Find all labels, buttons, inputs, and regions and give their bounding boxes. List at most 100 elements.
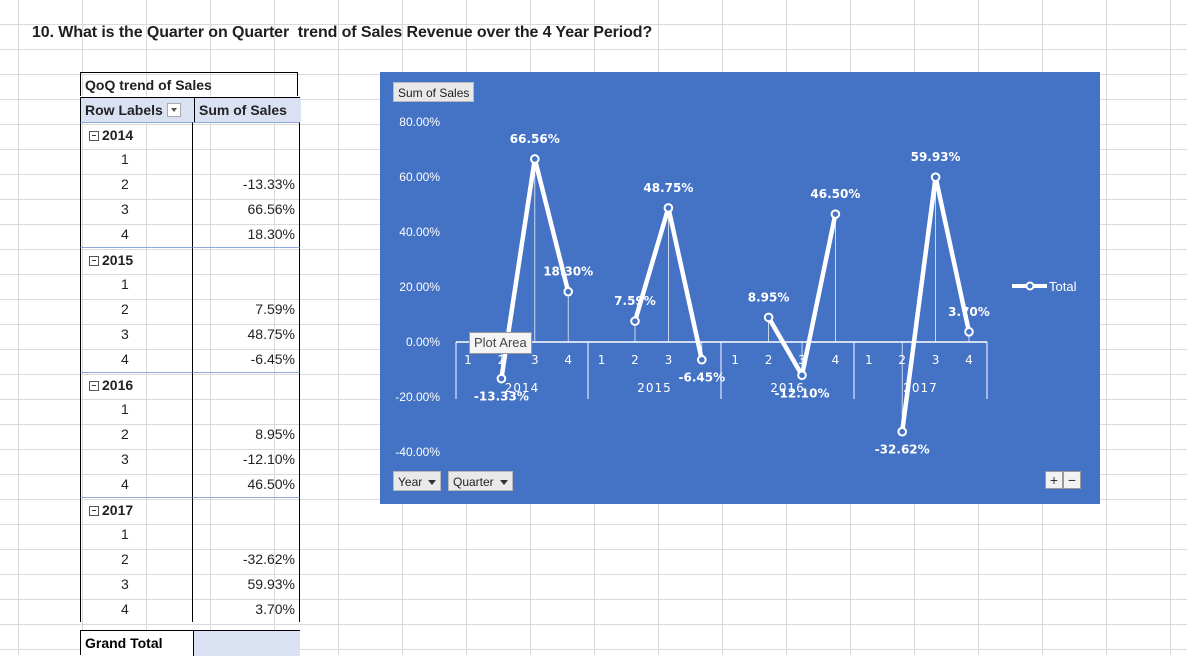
sales-value-cell: 48.75%	[193, 322, 300, 347]
quarter-label: 3	[80, 197, 193, 222]
sales-value-cell: -13.33%	[193, 172, 300, 197]
x-tick-label: 4	[965, 353, 973, 367]
sales-value-cell: 59.93%	[193, 572, 300, 597]
legend-entry-total: Total	[1049, 279, 1077, 294]
data-label: 3.70%	[948, 305, 990, 319]
quarter-label: 2	[80, 297, 193, 322]
year-field-button[interactable]: Year	[393, 471, 442, 491]
collapse-minus-icon[interactable]	[89, 131, 99, 141]
data-label: -12.10%	[775, 386, 830, 400]
year-row-value	[193, 497, 300, 522]
chart-canvas: 80.00% 60.00% 40.00% 20.00% 0.00% -20.00% -40.…	[395, 115, 1077, 459]
year-label: 2014	[102, 127, 134, 143]
year-label: 2017	[102, 502, 134, 518]
quarter-label: 2	[80, 547, 193, 572]
quarter-label: 4	[80, 597, 193, 622]
x-tick-label: 1	[865, 353, 873, 367]
grand-total-value	[194, 631, 300, 656]
plot-area-tooltip: Plot Area	[469, 332, 532, 354]
chevron-down-icon	[428, 480, 437, 486]
x-group-label: 2015	[637, 381, 672, 395]
quarter-label: 2	[80, 422, 193, 447]
data-label: -6.45%	[678, 371, 725, 385]
quarter-label: 1	[80, 272, 193, 297]
data-label: 59.93%	[911, 150, 961, 164]
pivot-chart[interactable]: 80.00% 60.00% 40.00% 20.00% 0.00% -20.00% -40.…	[380, 72, 1100, 504]
quarter-label: 4	[80, 347, 193, 372]
data-point-marker	[663, 203, 674, 213]
sales-value-cell: -12.10%	[193, 447, 300, 472]
data-point-marker	[897, 426, 908, 437]
quarter-label: 1	[80, 397, 193, 422]
quarter-label: 3	[80, 572, 193, 597]
sum-of-sales-header: Sum of Sales	[194, 98, 301, 122]
sales-value-cell: -32.62%	[193, 547, 300, 572]
year-row-label[interactable]: 2014	[80, 122, 193, 147]
sum-of-sales-field-button[interactable]: Sum of Sales	[393, 82, 475, 102]
data-point-marker	[930, 172, 941, 182]
x-group-label: 2014	[505, 381, 540, 395]
quarter-label: 3	[80, 322, 193, 347]
legend-marker-swatch	[1025, 281, 1035, 291]
data-point-marker	[797, 370, 807, 381]
sales-value-cell	[193, 272, 300, 297]
x-tick-label: 2	[631, 353, 639, 367]
sales-value-cell: 3.70%	[193, 597, 300, 622]
row-labels-header[interactable]: Row Labels	[81, 98, 194, 122]
collapse-field-button[interactable]: −	[1063, 471, 1081, 489]
collapse-minus-icon[interactable]	[89, 506, 99, 516]
x-tick-label: 1	[731, 353, 739, 367]
chevron-down-icon	[499, 480, 508, 486]
y-tick-label: 80.00%	[399, 115, 440, 129]
year-field-label: Year	[398, 475, 423, 489]
year-label: 2015	[102, 252, 134, 268]
sales-value-cell: 7.59%	[193, 297, 300, 322]
year-row-label[interactable]: 2017	[80, 497, 193, 522]
y-tick-label: -40.00%	[395, 445, 440, 459]
data-label: 48.75%	[643, 181, 693, 195]
quarter-label: 3	[80, 447, 193, 472]
data-label: 66.56%	[510, 132, 560, 146]
quarter-field-label: Quarter	[453, 475, 494, 489]
x-tick-label: 3	[531, 353, 539, 367]
x-tick-label: 1	[598, 353, 606, 367]
data-point-marker	[496, 373, 507, 384]
series-line-total	[499, 156, 972, 432]
collapse-minus-icon[interactable]	[89, 381, 99, 391]
x-tick-label: 3	[932, 353, 940, 367]
sales-value-cell: -6.45%	[193, 347, 300, 372]
year-row-label[interactable]: 2015	[80, 247, 193, 272]
expand-field-button[interactable]: +	[1045, 471, 1063, 489]
grand-total-label: Grand Total	[81, 631, 194, 656]
sales-value-cell	[193, 397, 300, 422]
question-text: 10. What is the Quarter on Quarter trend…	[32, 24, 653, 41]
data-point-marker	[697, 354, 707, 365]
data-label: 7.59%	[614, 294, 656, 308]
data-label: -13.33%	[474, 390, 529, 404]
y-tick-label: -20.00%	[395, 390, 440, 404]
filter-dropdown-icon[interactable]	[166, 103, 181, 118]
sales-value-cell	[193, 147, 300, 172]
quarter-label: 2	[80, 172, 193, 197]
pivot-title: QoQ trend of Sales	[80, 72, 298, 96]
x-tick-label: 4	[564, 353, 572, 367]
y-tick-label: 60.00%	[399, 170, 440, 184]
x-tick-label: 4	[832, 353, 840, 367]
x-group-label: 2017	[903, 381, 938, 395]
sales-value-cell	[193, 522, 300, 547]
year-label: 2016	[102, 377, 134, 393]
year-row-value	[193, 372, 300, 397]
x-tick-label: 2	[765, 353, 773, 367]
sales-value-cell: 8.95%	[193, 422, 300, 447]
year-row-label[interactable]: 2016	[80, 372, 193, 397]
sales-value-cell: 66.56%	[193, 197, 300, 222]
data-label: 18.30%	[543, 265, 593, 279]
quarter-field-button[interactable]: Quarter	[448, 471, 513, 491]
x-group-label: 2016	[770, 381, 805, 395]
quarter-label: 4	[80, 222, 193, 247]
sales-value-cell: 18.30%	[193, 222, 300, 247]
data-label: -32.62%	[875, 443, 930, 457]
data-label: 8.95%	[748, 290, 790, 304]
quarter-label: 4	[80, 472, 193, 497]
collapse-minus-icon[interactable]	[89, 256, 99, 266]
